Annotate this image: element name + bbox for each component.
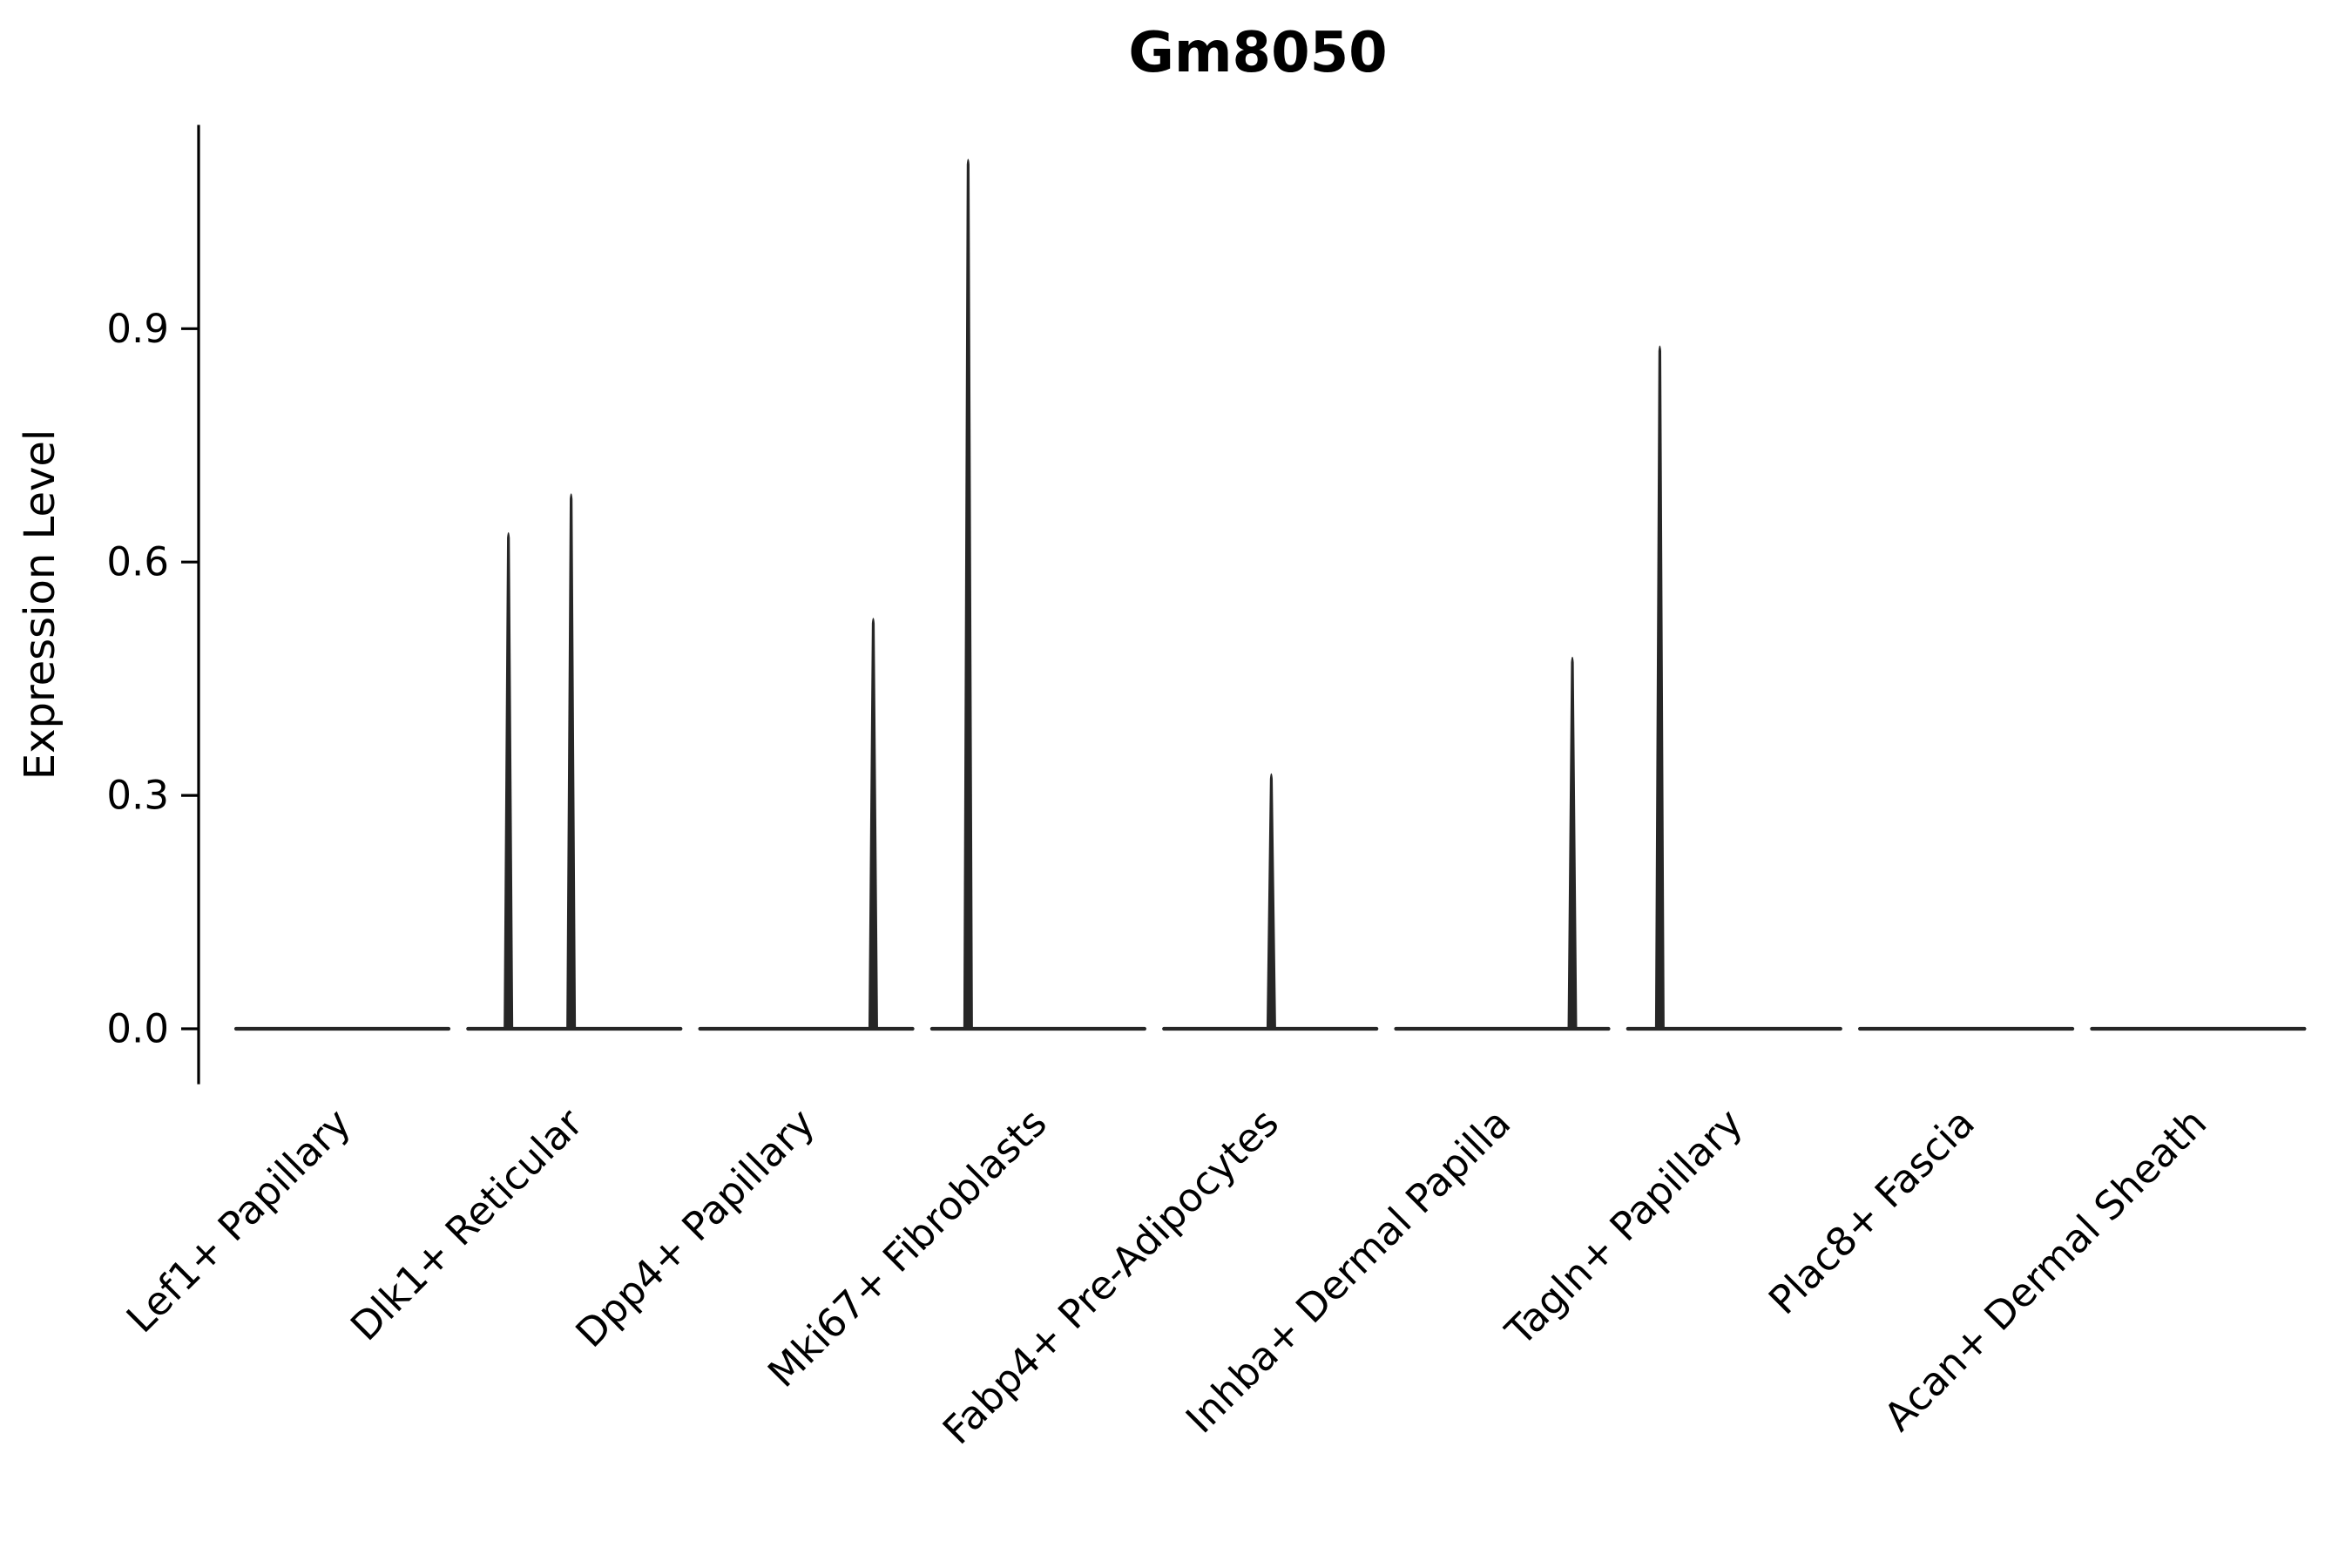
x-tick-label: Lef1+ Papillary bbox=[118, 1099, 360, 1342]
violin-spike bbox=[963, 159, 973, 1030]
y-tick-label: 0.0 bbox=[106, 1006, 169, 1052]
y-axis: 0.0 0.3 0.6 0.9 bbox=[106, 125, 200, 1085]
violin-spike bbox=[868, 618, 878, 1030]
violins bbox=[233, 159, 2307, 1031]
y-tick-label: 0.6 bbox=[106, 539, 169, 585]
violin-spike bbox=[1654, 345, 1665, 1030]
y-tick-label: 0.3 bbox=[106, 773, 169, 819]
violin-spike bbox=[1266, 773, 1276, 1030]
violin-spike bbox=[504, 531, 514, 1030]
violin-spike bbox=[1567, 656, 1578, 1030]
chart-title: Gm8050 bbox=[1128, 21, 1387, 85]
violin-spike bbox=[566, 493, 577, 1030]
x-tick-label: Tagln+ Papillary bbox=[1496, 1099, 1751, 1355]
x-tick-label: Dlk1+ Reticular bbox=[341, 1099, 591, 1349]
y-tick-label: 0.9 bbox=[106, 306, 169, 352]
x-tick-label: Plac8+ Fascia bbox=[1760, 1099, 1984, 1323]
x-tick-label: Dpp4+ Papillary bbox=[567, 1099, 824, 1356]
y-axis-label: Expression Level bbox=[16, 429, 64, 781]
